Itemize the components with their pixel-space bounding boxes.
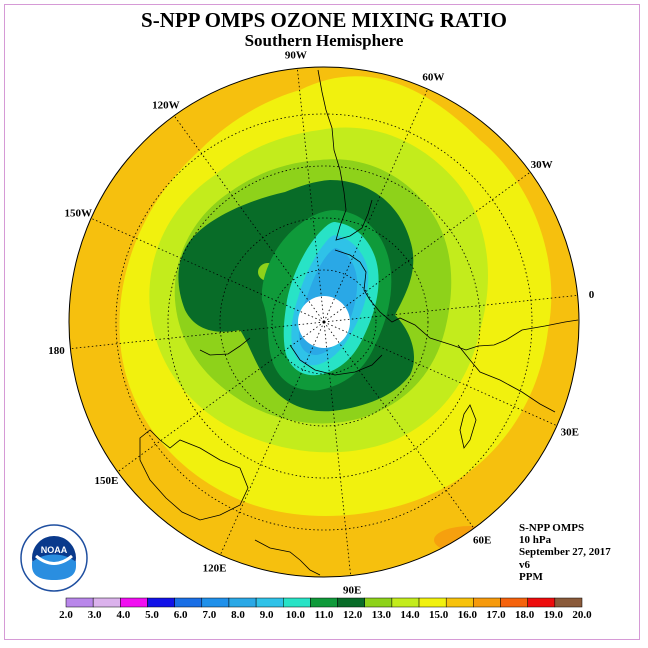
longitude-label: 0 [589,289,595,301]
colorbar-label: 12.0 [343,609,363,621]
noaa-logo: NOAA [20,524,88,592]
colorbar-swatch [174,597,203,608]
colorbar-label: 5.0 [145,609,159,621]
antarctica-coast-east [334,249,579,351]
longitude-label: 30W [531,159,553,171]
colorbar-label: 15.0 [429,609,449,621]
australia-coast [139,429,249,521]
ross-sea-coast [199,337,251,356]
longitude-label: 150E [94,475,118,487]
colorbar-swatch [364,597,393,608]
colorbar-label: 18.0 [515,609,535,621]
colorbar-label: 13.0 [372,609,392,621]
map-title: S-NPP OMPS OZONE MIXING RATIO [141,8,507,32]
longitude-label: 30E [561,426,579,438]
info-version: v6 [519,558,530,571]
colorbar-swatch [255,597,284,608]
meridian-line [323,88,429,323]
meridian-line [90,217,325,323]
south-america-coast [317,69,373,241]
colorbar-label: 9.0 [260,609,274,621]
colorbar-label: 14.0 [400,609,420,621]
antarctica-coast-inner [289,344,383,376]
logo-gull [35,554,73,565]
colorbar: 2.0 3.0 4.0 5.0 6.0 7.0 8.0 9.0 10.0 11.0 12.0 13.0… [59,597,592,621]
madagascar-coast [459,404,477,449]
colorbar-swatch [228,597,257,608]
africa-coast [457,344,556,413]
colorbar-swatch [554,597,583,608]
longitude-label: 90W [285,49,307,61]
colorbar-label: 11.0 [315,609,334,621]
longitude-label: 60E [473,535,491,547]
longitude-labels: 90W 60W 120W 30W 150W 0 180 30E 150E 60E 120E 90E [48,49,595,596]
colorbar-swatch [120,597,148,608]
meridian-line [117,321,325,473]
colorbar-swatch [65,597,94,608]
meridian-line [70,321,325,350]
colorbar-swatch [500,597,528,608]
colorbar-swatch [445,597,474,608]
colorbar-label: 19.0 [544,609,564,621]
meridian-line [323,321,352,576]
colorbar-swatch [147,597,175,608]
longitude-label: 180 [48,345,65,357]
colorbar-label: 17.0 [486,609,506,621]
colorbar-label: 20.0 [572,609,592,621]
colorbar-swatch [418,597,447,608]
info-level: 10 hPa [519,534,552,547]
colorbar-swatch [201,597,230,608]
colorbar-label: 16.0 [458,609,478,621]
meridian-line [219,321,325,556]
colorbar-swatch [473,597,501,608]
longitude-label: 90E [343,585,361,597]
meridian-line [173,115,325,323]
logo-text: NOAA [41,545,68,555]
latitude-circle [167,165,481,479]
ozone-field [69,67,579,577]
south-pole-marker [322,320,326,324]
colorbar-swatch [391,597,420,608]
coastlines [139,69,579,576]
meridian-line [323,294,578,323]
map-boundary [68,66,580,578]
latitude-circle [219,217,429,427]
longitude-label: 120E [203,563,227,575]
page-frame [4,4,640,640]
graticule [70,68,578,576]
info-block: S-NPP OMPS 10 hPa September 27, 2017 v6 … [519,522,611,583]
colorbar-label: 2.0 [59,609,73,621]
longitude-label: 120W [152,99,180,111]
colorbar-swatch [337,597,365,608]
colorbar-swatch [92,597,121,608]
info-date: September 27, 2017 [519,546,611,559]
meridian-line [323,171,531,323]
longitude-label: 60W [422,71,444,83]
asia-coast [254,539,321,576]
colorbar-label: 7.0 [202,609,216,621]
meridian-line [323,321,558,427]
info-units: PPM [519,570,543,583]
colorbar-swatch [310,597,338,608]
latitude-circle [115,113,533,531]
ozone-band-17-patch [434,526,506,554]
info-instrument: S-NPP OMPS [519,522,585,534]
map-subtitle: Southern Hemisphere [244,31,404,50]
longitude-label: 150W [65,208,93,220]
colorbar-swatch [527,597,556,608]
colorbar-label: 4.0 [116,609,130,621]
colorbar-label: 3.0 [88,609,102,621]
meridian-line [296,68,325,323]
latitude-circle [271,269,377,375]
meridian-line [323,321,475,529]
colorbar-label: 8.0 [231,609,245,621]
colorbar-label: 6.0 [174,609,188,621]
colorbar-label: 10.0 [286,609,306,621]
colorbar-swatch [283,597,311,608]
